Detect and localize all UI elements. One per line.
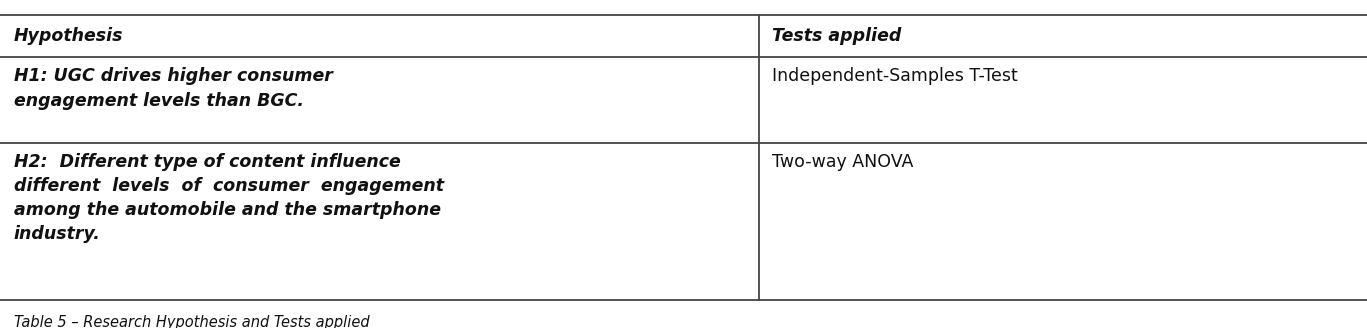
Text: Two-way ANOVA: Two-way ANOVA <box>772 153 913 171</box>
Text: Table 5 – Research Hypothesis and Tests applied: Table 5 – Research Hypothesis and Tests … <box>14 315 369 328</box>
Text: H1: UGC drives higher consumer
engagement levels than BGC.: H1: UGC drives higher consumer engagemen… <box>14 67 332 110</box>
Text: Hypothesis: Hypothesis <box>14 27 123 45</box>
Text: Independent-Samples T-Test: Independent-Samples T-Test <box>772 67 1018 85</box>
Text: Tests applied: Tests applied <box>772 27 902 45</box>
Text: H2:  Different type of content influence
different  levels  of  consumer  engage: H2: Different type of content influence … <box>14 153 444 243</box>
